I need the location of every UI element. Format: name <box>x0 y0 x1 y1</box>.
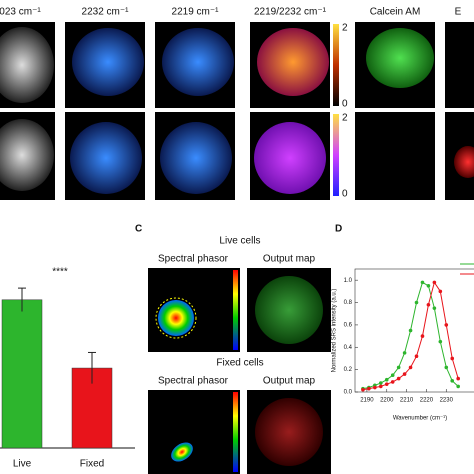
image-title: Output map <box>263 376 316 387</box>
x-tick-label: 2230 <box>440 398 454 404</box>
data-point <box>414 300 419 305</box>
y-tick-label: 0.4 <box>344 345 353 351</box>
data-point <box>390 373 395 378</box>
data-point <box>384 382 389 386</box>
data-point <box>390 380 395 384</box>
data-point <box>456 384 460 389</box>
data-point <box>396 376 401 381</box>
column-label: E <box>455 7 462 18</box>
data-point <box>438 289 443 294</box>
column-label: 2232 cm⁻¹ <box>82 7 130 18</box>
group-title: Live cells <box>219 236 260 247</box>
series-line <box>362 281 459 390</box>
data-point <box>444 365 449 370</box>
data-point <box>426 302 431 307</box>
bar <box>1 299 43 449</box>
x-tick-label: 2190 <box>360 398 374 404</box>
data-point <box>426 283 431 288</box>
line-chart: D Normalized SRS intensity (a.u.) Wavenumb… <box>332 224 474 422</box>
data-point <box>420 280 425 285</box>
data-point <box>438 339 443 344</box>
data-point <box>450 356 455 361</box>
bar-chart: **** Live Fixed <box>0 267 135 470</box>
data-point <box>367 386 371 391</box>
data-point <box>414 354 419 359</box>
data-point <box>384 377 389 382</box>
data-point <box>408 328 413 333</box>
data-point <box>408 365 413 370</box>
panel-c-images <box>148 268 331 474</box>
colorbar-tick: 2 <box>342 113 348 124</box>
x-tick-label: Fixed <box>80 459 104 470</box>
x-tick-label: Live <box>13 459 32 470</box>
panel-label: D <box>335 224 342 235</box>
image-row-2 <box>0 112 474 200</box>
significance: **** <box>52 267 68 278</box>
group-title: Fixed cells <box>216 358 263 369</box>
image-title: Output map <box>263 254 316 265</box>
data-point <box>420 334 425 338</box>
x-axis-label: Wavenumber (cm⁻¹) <box>393 416 447 422</box>
image-title: Spectral phasor <box>158 376 229 387</box>
column-labels: 023 cm⁻¹ 2232 cm⁻¹ 2219 cm⁻¹ 2219/2232 cm⁻¹… <box>0 7 462 200</box>
column-label: 2219/2232 cm⁻¹ <box>254 7 327 18</box>
data-point <box>361 387 365 392</box>
data-point <box>450 379 455 383</box>
x-tick-label: 2200 <box>380 398 394 404</box>
data-point <box>396 365 401 370</box>
y-tick-label: 0.2 <box>344 367 353 373</box>
data-point <box>432 280 437 285</box>
image-title: Spectral phasor <box>158 254 229 265</box>
data-point <box>378 384 383 389</box>
colorbar-tick: 0 <box>342 189 348 200</box>
y-tick-label: 0.6 <box>344 322 353 328</box>
column-label: 2219 cm⁻¹ <box>172 7 220 18</box>
plot-frame <box>354 268 474 393</box>
y-tick-label: 0.8 <box>344 300 353 306</box>
y-axis-label: Normalized SRS intensity (a.u.) <box>332 289 338 373</box>
y-tick-label: 0.0 <box>344 390 353 396</box>
data-point <box>378 381 383 385</box>
series-line <box>362 281 459 391</box>
column-label: Calcein AM <box>370 7 421 18</box>
x-tick-label: 2220 <box>420 398 434 404</box>
x-tick-label: 2210 <box>400 398 414 404</box>
data-point <box>402 351 407 355</box>
y-tick-label: 1.0 <box>344 278 353 284</box>
image-row-1 <box>0 22 474 108</box>
data-point <box>373 385 377 390</box>
column-label: 023 cm⁻¹ <box>0 7 41 18</box>
colorbar-tick: 0 <box>342 99 348 110</box>
data-point <box>402 372 407 376</box>
data-point <box>432 306 437 310</box>
data-point <box>444 323 449 327</box>
data-point <box>456 376 460 381</box>
colorbar-tick: 2 <box>342 23 348 34</box>
panel-label: C <box>135 224 142 235</box>
